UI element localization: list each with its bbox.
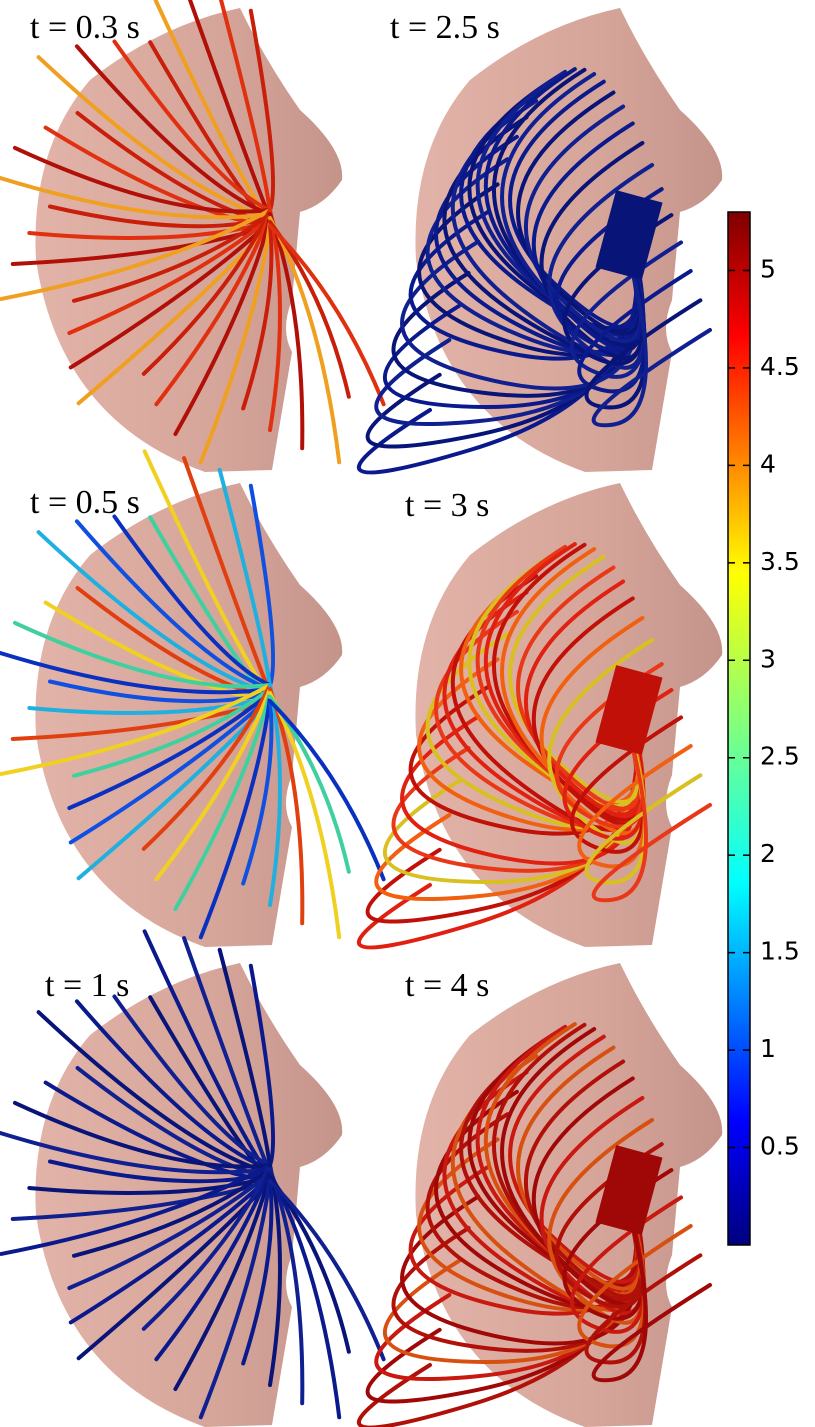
streamline bbox=[241, 1179, 274, 1366]
streamline bbox=[268, 687, 305, 926]
panel-label: t = 1 s bbox=[45, 967, 129, 1004]
streamline bbox=[27, 1175, 272, 1195]
inlet bbox=[595, 665, 663, 755]
inlet bbox=[595, 1145, 663, 1235]
streamline bbox=[173, 1171, 272, 1392]
streamline bbox=[268, 1167, 305, 1406]
streamline bbox=[268, 1163, 282, 1387]
streamline bbox=[68, 220, 272, 370]
streamline bbox=[67, 691, 272, 811]
streamline bbox=[0, 683, 272, 776]
streamline bbox=[0, 175, 272, 220]
streamline bbox=[173, 691, 272, 912]
panel-label: t = 0.3 s bbox=[30, 9, 140, 46]
streamline bbox=[268, 691, 342, 940]
tick-label: 2.5 bbox=[760, 742, 800, 771]
streamline bbox=[268, 224, 386, 407]
panel: t = 0.3 s bbox=[0, 0, 386, 472]
streamline bbox=[217, 947, 272, 1171]
tick-label: 2 bbox=[760, 839, 776, 868]
streamline bbox=[187, 0, 272, 220]
tick-label: 4 bbox=[760, 449, 776, 478]
streamline bbox=[248, 8, 276, 212]
streamline bbox=[71, 687, 272, 778]
streamline bbox=[591, 1213, 712, 1383]
panel: t = 0.5 s bbox=[0, 449, 386, 947]
panels: t = 0.3 s t = 2.5 s t = 0.5 s t = 3 s t = 1 … bbox=[0, 0, 723, 1427]
streamline bbox=[112, 514, 272, 687]
streamline bbox=[71, 1167, 272, 1258]
streamline bbox=[248, 963, 276, 1167]
tick-label: 1 bbox=[760, 1034, 776, 1063]
streamline bbox=[268, 683, 282, 907]
streamline bbox=[12, 620, 272, 689]
streamline bbox=[141, 1163, 272, 1331]
streamline bbox=[0, 208, 272, 301]
streamline bbox=[0, 1163, 272, 1256]
streamline bbox=[112, 39, 272, 212]
streamline bbox=[74, 44, 272, 216]
streamline bbox=[268, 216, 342, 465]
streamline bbox=[68, 695, 272, 845]
tick-label: 3.5 bbox=[760, 547, 800, 576]
streamline bbox=[71, 212, 272, 303]
streamline bbox=[154, 1167, 272, 1362]
streamline bbox=[67, 216, 272, 336]
streamline bbox=[74, 999, 272, 1171]
streamline bbox=[0, 1130, 272, 1175]
streamline bbox=[154, 687, 272, 882]
streamline bbox=[12, 1100, 272, 1169]
streamline bbox=[141, 683, 272, 851]
streamline bbox=[0, 650, 272, 695]
tick-label: 4.5 bbox=[760, 352, 800, 381]
panel-label: t = 0.5 s bbox=[30, 484, 140, 521]
streamline bbox=[68, 1175, 272, 1325]
streamline bbox=[218, 0, 272, 216]
panel-label: t = 3 s bbox=[405, 487, 489, 524]
streamline bbox=[241, 699, 274, 886]
streamline bbox=[154, 212, 272, 407]
streamline bbox=[141, 208, 272, 376]
panel: t = 2.5 s bbox=[357, 8, 723, 475]
streamline bbox=[217, 467, 272, 691]
streamline bbox=[12, 145, 272, 214]
panel: t = 1 s bbox=[0, 929, 386, 1427]
streamline bbox=[74, 519, 272, 691]
streamline bbox=[268, 1179, 386, 1362]
streamline bbox=[241, 224, 274, 411]
streamline bbox=[173, 216, 272, 437]
streamline bbox=[268, 1171, 342, 1420]
streamline bbox=[67, 1171, 272, 1291]
streamline bbox=[591, 733, 712, 903]
tick-label: 1.5 bbox=[760, 937, 800, 966]
streamline bbox=[198, 695, 272, 940]
streamline bbox=[27, 220, 272, 240]
streamline bbox=[198, 220, 272, 465]
streamline bbox=[182, 936, 272, 1175]
streamline bbox=[248, 483, 276, 687]
panel: t = 4 s bbox=[357, 963, 723, 1427]
panel-label: t = 2.5 s bbox=[390, 9, 500, 46]
tick-label: 0.5 bbox=[760, 1132, 800, 1161]
streamline bbox=[268, 699, 386, 882]
inlet bbox=[595, 190, 663, 280]
panel: t = 3 s bbox=[357, 483, 723, 950]
streamline bbox=[268, 212, 305, 451]
streamline bbox=[27, 695, 272, 715]
tick-label: 5 bbox=[760, 254, 776, 283]
streamline bbox=[591, 258, 712, 428]
panel-label: t = 4 s bbox=[405, 967, 489, 1004]
streamline bbox=[112, 994, 272, 1167]
streamline bbox=[268, 208, 282, 432]
colorbar bbox=[727, 211, 751, 1246]
tick-label: 3 bbox=[760, 644, 776, 673]
streamline bbox=[182, 456, 272, 695]
streamline bbox=[198, 1175, 272, 1420]
